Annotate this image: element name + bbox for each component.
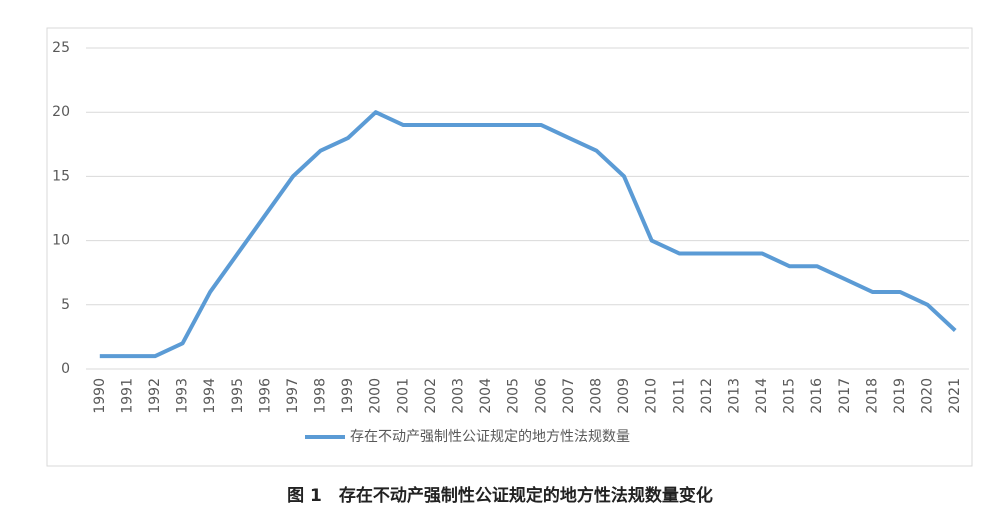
x-tick-label: 2007 [561, 378, 577, 414]
x-tick-label: 1990 [92, 378, 108, 414]
x-tick-label: 2020 [920, 378, 936, 414]
x-tick-label: 1999 [340, 378, 356, 414]
line [99, 110, 957, 359]
x-tick-label: 2017 [837, 378, 853, 414]
x-tick-label: 1994 [202, 378, 218, 414]
x-tick-label: 2003 [451, 378, 467, 414]
x-tick-label: 2008 [588, 378, 604, 414]
y-tick-label: 25 [52, 40, 70, 56]
y-tick-label: 10 [52, 233, 70, 249]
x-tick-label: 2016 [809, 378, 825, 414]
x-tick-label: 2000 [368, 378, 384, 414]
x-tick-label: 1998 [313, 378, 329, 414]
y-tick-label: 5 [61, 297, 70, 313]
x-tick-label: 1991 [119, 378, 135, 414]
x-tick-label: 2004 [478, 378, 494, 414]
x-tick-label: 2005 [506, 378, 522, 414]
y-tick-label: 20 [52, 104, 70, 120]
x-tick-label: 2021 [947, 378, 963, 414]
x-tick-label: 2014 [754, 378, 770, 414]
x-tick-label: 2010 [644, 378, 660, 414]
x-tick-label: 1996 [257, 378, 273, 414]
x-tick-label: 2012 [699, 378, 715, 414]
chart-frame [46, 27, 973, 467]
x-tick-label: 2009 [616, 378, 632, 414]
x-tick-label: 1997 [285, 378, 301, 414]
x-tick-label: 2018 [864, 378, 880, 414]
x-tick-label: 1992 [147, 378, 163, 414]
x-tick-label: 1993 [175, 378, 191, 414]
x-tick-label: 2013 [726, 378, 742, 414]
x-tick-label: 2001 [395, 378, 411, 414]
x-tick-label: 2006 [533, 378, 549, 414]
x-tick-label: 2011 [671, 378, 687, 414]
caption: 图 1 存在不动产强制性公证规定的地方性法规数量变化 [287, 485, 713, 506]
y-tick-label: 0 [61, 361, 70, 377]
legend-label: 存在不动产强制性公证规定的地方性法规数量 [350, 429, 630, 445]
x-tick-label: 2015 [782, 378, 798, 414]
x-tick-label: 2019 [892, 378, 908, 414]
x-tick-label: 2002 [423, 378, 439, 414]
x-tick-label: 1995 [230, 378, 246, 414]
y-tick-label: 15 [52, 168, 70, 184]
